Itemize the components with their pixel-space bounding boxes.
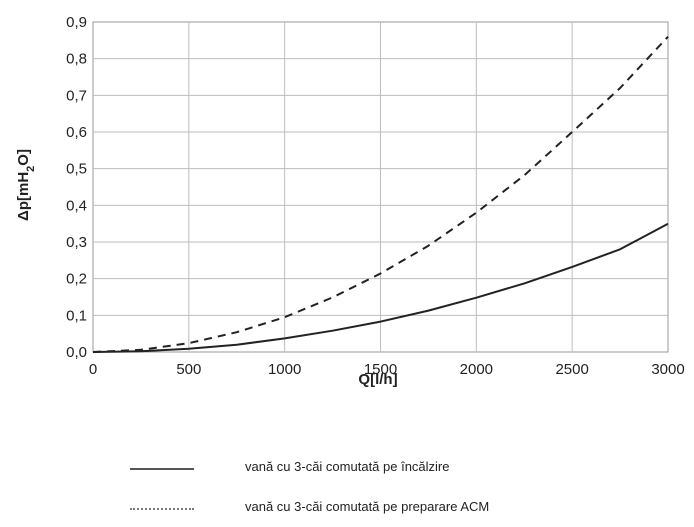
y-tick-label: 0,6 [66, 124, 87, 141]
legend-swatch-dashed [130, 508, 194, 510]
y-axis-title-sub: 2 [25, 166, 37, 172]
y-axis-title-post: O] [15, 149, 32, 166]
x-tick-label: 2500 [555, 361, 588, 378]
legend-item-heating: vană cu 3-căi comutată pe încălzire [130, 458, 630, 478]
legend-label-acm: vană cu 3-căi comutată pe preparare ACM [245, 499, 490, 514]
series-line-acm [92, 36, 669, 353]
x-tick-label: 2000 [460, 361, 493, 378]
x-tick-label: 500 [176, 361, 201, 378]
series-line-heating [92, 222, 669, 353]
grid [92, 21, 669, 353]
x-tick-label: 1500 [364, 361, 397, 378]
y-tick-label: 0,0 [66, 344, 87, 361]
legend-label-heating: vană cu 3-căi comutată pe încălzire [245, 459, 450, 474]
y-tick-label: 0,2 [66, 271, 87, 288]
y-tick-label: 0,1 [66, 307, 87, 324]
y-tick-label: 0,7 [66, 87, 87, 104]
chart: 0 500 1000 1500 2000 2500 3000 0,0 0,1 0,2 0,3 0,4 0… [15, 14, 685, 388]
y-axis-title: Δp[mH2O] [15, 149, 37, 221]
x-tick-label: 0 [89, 361, 97, 378]
y-axis-title-pre: Δp[mH [15, 172, 32, 221]
tick-labels: 0 500 1000 1500 2000 2500 3000 0,0 0,1 0,2 0,3 0,4 0… [66, 14, 685, 378]
x-axis-title: Q[l/h] [358, 371, 397, 388]
legend-swatch-solid [130, 468, 194, 470]
x-tick-label: 3000 [651, 361, 684, 378]
x-tick-label: 1000 [268, 361, 301, 378]
legend-item-acm: vană cu 3-căi comutată pe preparare ACM [130, 498, 630, 518]
y-tick-label: 0,5 [66, 161, 87, 178]
y-tick-label: 0,3 [66, 234, 87, 251]
y-tick-label: 0,8 [66, 51, 87, 68]
y-tick-label: 0,4 [66, 197, 87, 214]
series-layer [92, 36, 669, 353]
y-tick-label: 0,9 [66, 14, 87, 31]
